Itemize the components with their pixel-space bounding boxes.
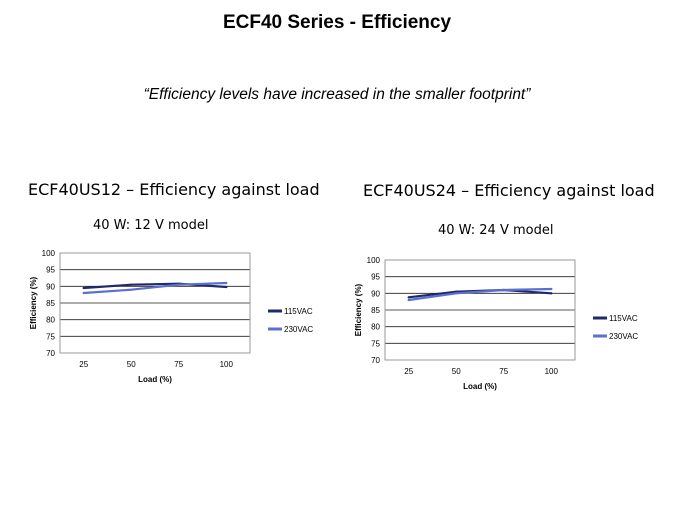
data-point-230vac bbox=[177, 283, 180, 286]
data-point-230vac bbox=[407, 298, 410, 302]
data-point-230vac bbox=[502, 288, 505, 292]
y-tick-label: 85 bbox=[371, 306, 380, 315]
y-tick-label: 70 bbox=[46, 349, 55, 358]
x-tick-label: 100 bbox=[220, 360, 234, 369]
x-tick-label: 25 bbox=[79, 360, 88, 369]
y-tick-label: 90 bbox=[371, 289, 380, 298]
data-point-230vac bbox=[225, 281, 228, 285]
y-tick-label: 70 bbox=[371, 356, 380, 365]
data-point-115vac bbox=[130, 283, 133, 286]
data-point-115vac bbox=[225, 285, 228, 289]
legend-label: 115VAC bbox=[284, 307, 313, 316]
series-line-230vac bbox=[407, 287, 553, 302]
data-point-115vac bbox=[407, 296, 410, 299]
efficiency-chart-24v: 70 75 80 85 90 95 100 25 50 75 100 Load (%) Efficien… bbox=[354, 256, 638, 391]
y-tick-label: 95 bbox=[371, 273, 380, 282]
series-line-230vac bbox=[82, 281, 228, 295]
chart-1-subtitle: 40 W: 12 V model bbox=[93, 218, 209, 233]
series-line-115vac bbox=[82, 282, 228, 290]
x-tick-label: 75 bbox=[174, 360, 183, 369]
data-point-115vac bbox=[550, 292, 553, 295]
x-tick-label: 50 bbox=[127, 360, 136, 369]
x-tick-label: 25 bbox=[404, 367, 413, 376]
plot-border bbox=[384, 259, 576, 361]
y-tick-label: 100 bbox=[367, 256, 381, 265]
x-tick-label: 75 bbox=[499, 367, 508, 376]
legend-label: 115VAC bbox=[609, 314, 638, 323]
x-axis-label: Load (%) bbox=[463, 382, 497, 391]
data-point-230vac bbox=[82, 291, 85, 295]
y-axis-label: Efficiency (%) bbox=[354, 283, 363, 336]
chart-2-subtitle: 40 W: 24 V model bbox=[438, 223, 554, 238]
slide-title: ECF40 Series - Efficiency bbox=[222, 12, 452, 33]
legend-label: 230VAC bbox=[284, 325, 313, 334]
y-tick-label: 80 bbox=[46, 316, 55, 325]
x-tick-label: 100 bbox=[545, 367, 559, 376]
plot-border bbox=[59, 252, 251, 354]
y-tick-label: 90 bbox=[46, 282, 55, 291]
y-tick-label: 85 bbox=[46, 299, 55, 308]
y-tick-label: 75 bbox=[46, 332, 55, 341]
data-point-230vac bbox=[550, 287, 553, 291]
legend-label: 230VAC bbox=[609, 332, 638, 341]
slide-quote: “Efficiency levels have increased in the… bbox=[143, 86, 531, 103]
efficiency-chart-12v: 70 75 80 85 90 95 100 25 50 75 100 Load (%) Efficien… bbox=[29, 249, 313, 384]
x-axis-label: Load (%) bbox=[138, 375, 172, 384]
data-point-230vac bbox=[130, 288, 133, 291]
x-tick-label: 50 bbox=[452, 367, 461, 376]
y-tick-label: 75 bbox=[371, 339, 380, 348]
y-tick-label: 100 bbox=[42, 249, 56, 258]
data-point-115vac bbox=[82, 286, 85, 290]
chart-2-heading: ECF40US24 – Efficiency against load bbox=[363, 181, 655, 200]
chart-1-heading: ECF40US12 – Efficiency against load bbox=[28, 180, 320, 199]
data-point-230vac bbox=[455, 292, 458, 295]
y-axis-label: Efficiency (%) bbox=[29, 276, 38, 329]
y-tick-label: 80 bbox=[371, 323, 380, 332]
y-tick-label: 95 bbox=[46, 266, 55, 275]
